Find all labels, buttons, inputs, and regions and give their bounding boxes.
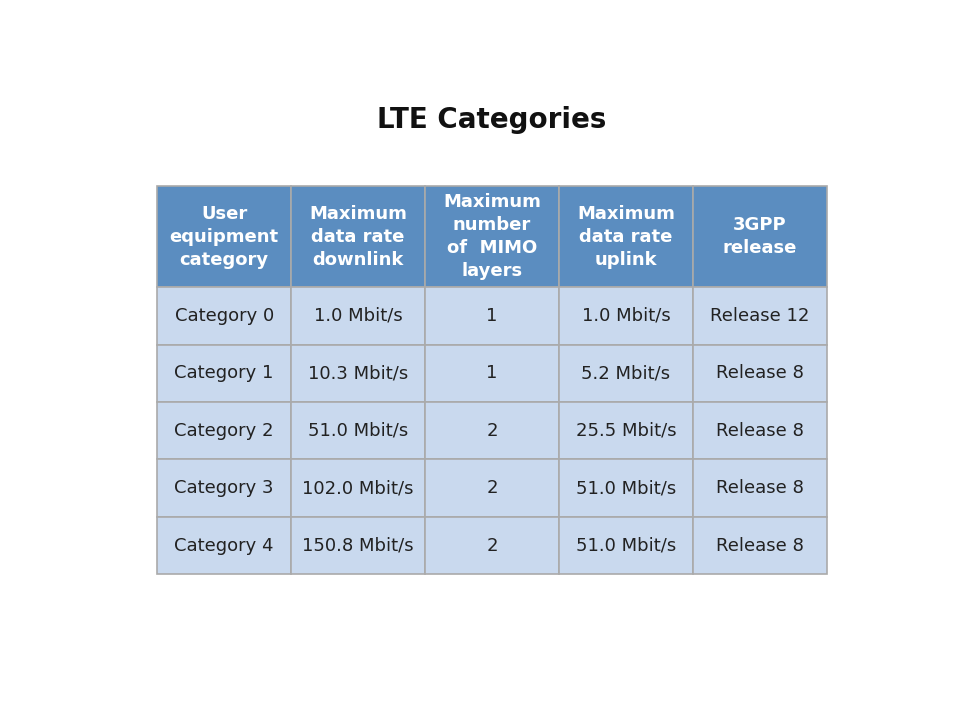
Bar [559, 186, 693, 287]
Text: 51.0 Mbit/s: 51.0 Mbit/s [308, 422, 408, 440]
Bar [157, 287, 291, 345]
Text: Release 8: Release 8 [716, 422, 804, 440]
Bar [693, 345, 827, 402]
Text: Category 0: Category 0 [175, 307, 274, 325]
Bar [425, 186, 559, 287]
Text: 1.0 Mbit/s: 1.0 Mbit/s [314, 307, 402, 325]
Text: 150.8 Mbit/s: 150.8 Mbit/s [302, 536, 414, 554]
Bar [693, 402, 827, 459]
Text: Category 1: Category 1 [175, 364, 274, 382]
Text: Release 8: Release 8 [716, 364, 804, 382]
Bar [559, 287, 693, 345]
Text: Maximum
data rate
downlink: Maximum data rate downlink [309, 204, 407, 269]
Text: 51.0 Mbit/s: 51.0 Mbit/s [576, 479, 676, 497]
Text: Category 2: Category 2 [175, 422, 274, 440]
Text: 3GPP
release: 3GPP release [723, 216, 797, 257]
Text: 51.0 Mbit/s: 51.0 Mbit/s [576, 536, 676, 554]
Text: Category 4: Category 4 [175, 536, 274, 554]
Bar [559, 345, 693, 402]
Text: Maximum
data rate
uplink: Maximum data rate uplink [577, 204, 675, 269]
Bar [291, 186, 425, 287]
Bar [291, 517, 425, 575]
Text: LTE Categories: LTE Categories [377, 106, 607, 134]
Bar [559, 459, 693, 517]
Text: User
equipment
category: User equipment category [170, 204, 278, 269]
Text: 10.3 Mbit/s: 10.3 Mbit/s [308, 364, 408, 382]
Bar [693, 459, 827, 517]
Text: 1.0 Mbit/s: 1.0 Mbit/s [582, 307, 670, 325]
Text: Release 8: Release 8 [716, 536, 804, 554]
Text: 2: 2 [487, 536, 497, 554]
Text: 102.0 Mbit/s: 102.0 Mbit/s [302, 479, 414, 497]
Bar [693, 186, 827, 287]
Bar [157, 186, 291, 287]
Bar [693, 287, 827, 345]
Text: 5.2 Mbit/s: 5.2 Mbit/s [582, 364, 670, 382]
Bar [425, 402, 559, 459]
Bar [425, 459, 559, 517]
Text: Release 12: Release 12 [710, 307, 809, 325]
Text: 2: 2 [487, 422, 497, 440]
Bar [425, 287, 559, 345]
Bar [425, 345, 559, 402]
Text: Category 3: Category 3 [175, 479, 274, 497]
Bar [291, 459, 425, 517]
Bar [157, 517, 291, 575]
Text: 1: 1 [487, 364, 497, 382]
Bar [425, 517, 559, 575]
Text: 2: 2 [487, 479, 497, 497]
Text: Release 8: Release 8 [716, 479, 804, 497]
Bar [559, 517, 693, 575]
Bar [291, 287, 425, 345]
Bar [157, 459, 291, 517]
Bar [157, 345, 291, 402]
Bar [693, 517, 827, 575]
Bar [559, 402, 693, 459]
Bar [291, 402, 425, 459]
Text: 1: 1 [487, 307, 497, 325]
Text: Maximum
number
of  MIMO
layers: Maximum number of MIMO layers [444, 193, 540, 280]
Bar [157, 402, 291, 459]
Bar [291, 345, 425, 402]
Text: 25.5 Mbit/s: 25.5 Mbit/s [576, 422, 676, 440]
